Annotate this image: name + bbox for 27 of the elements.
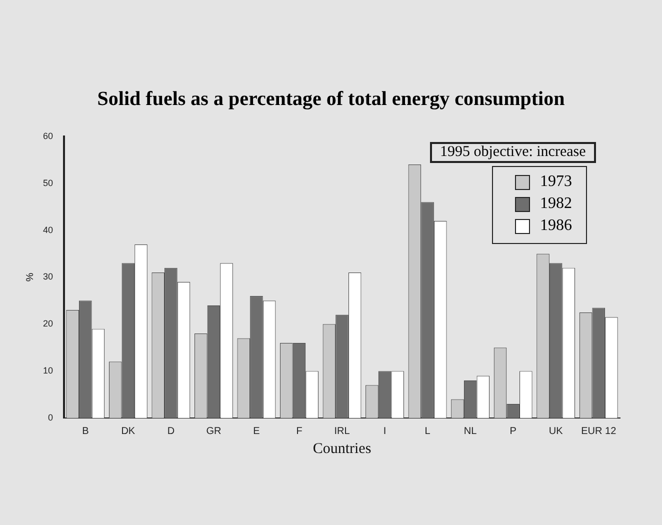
x-tick-label: F [296,426,302,437]
y-tick-label: 0 [48,412,54,422]
x-tick-label: GR [206,426,222,437]
chart-title: Solid fuels as a percentage of total energy consumption [96,88,566,111]
x-tick-label: DK [121,426,136,437]
x-tick-label: B [82,426,90,437]
x-tick-label: E [253,426,260,437]
x-tick-label: P [510,426,517,437]
y-tick-label: 60 [42,130,54,141]
y-axis-title: % [24,272,36,282]
legend-label: 1986 [540,217,572,235]
x-tick-label: IRL [334,426,350,437]
legend-label: 1982 [540,195,572,213]
y-tick-label: 40 [42,224,54,235]
x-tick-label: EUR 12 [581,426,617,437]
x-tick-label: L [424,426,431,437]
y-tick-label: 20 [42,318,54,329]
x-tick-label: UK [548,426,564,437]
x-tick-label: NL [464,426,478,437]
y-tick-label: 30 [42,272,54,282]
x-tick-label: D [167,426,175,437]
x-axis-title: Countries [312,440,372,457]
y-tick-label: 50 [42,178,54,188]
annotation: 1995 objective: increase [430,142,596,163]
x-tick-label: I [383,426,386,437]
y-tick-label: 10 [42,366,54,376]
legend-label: 1973 [540,173,572,191]
